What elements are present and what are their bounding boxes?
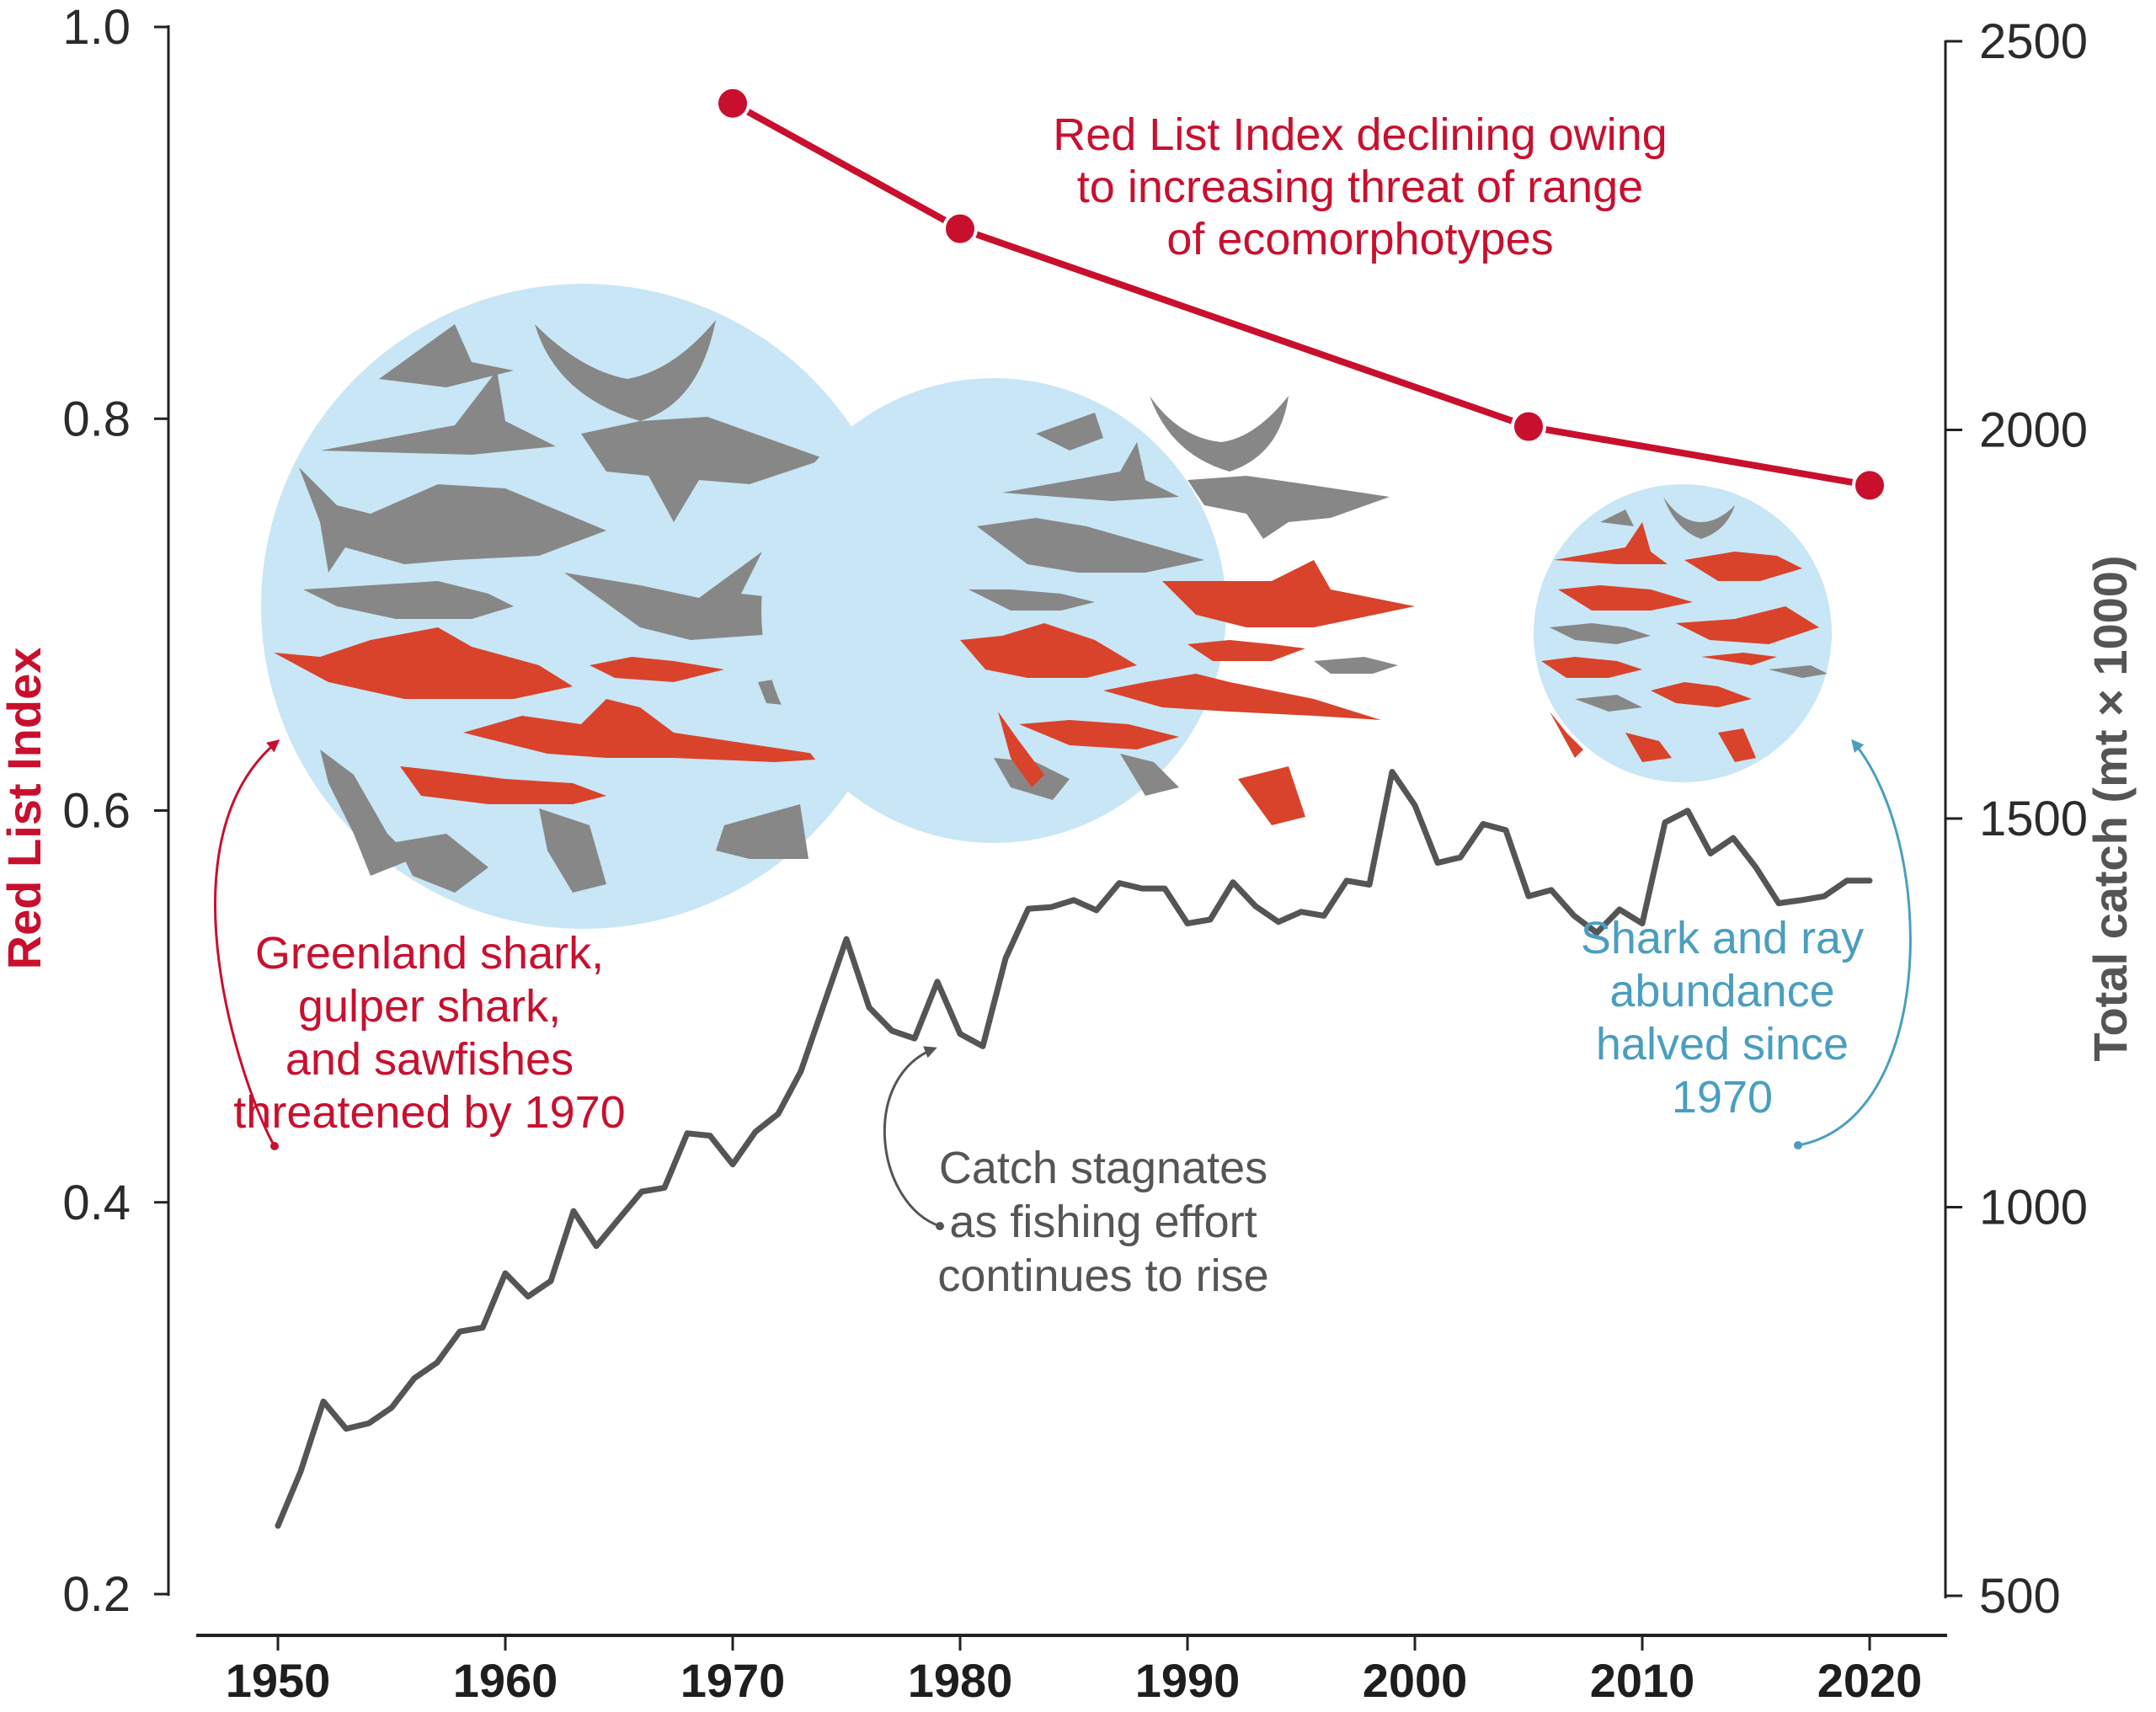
rli-point [715,85,750,121]
rli-line [731,100,1870,489]
annotations: Red List Index declining owing to increas… [233,109,1864,1301]
x-tick-label: 1990 [1135,1654,1241,1707]
stagnate-connector-dot [936,1222,944,1230]
shark-ray-circle-2010 [1534,484,1832,782]
left-axis-ticks: 0.2 0.4 0.6 0.8 1.0 [62,0,168,1622]
x-tick-label: 2020 [1817,1654,1923,1707]
right-tick-label: 500 [1979,1569,2061,1624]
right-tick-label: 2500 [1979,14,2088,69]
x-tick-label: 2000 [1363,1654,1468,1707]
left-tick-label: 0.4 [62,1176,131,1230]
annotation-connectors [214,739,1912,1230]
shark-ray-circle-1980 [761,378,1415,843]
annotation-rli: Red List Index declining owing to increas… [1053,109,1667,264]
annotation-line: abundance [1609,966,1834,1016]
illustrations [261,284,1832,929]
annotation-stagnate: Catch stagnates as fishing effort continue… [937,1143,1268,1301]
annotation-line: halved since [1596,1019,1849,1069]
x-tick-label: 1980 [908,1654,1013,1707]
right-axis-ticks: 500 1000 1500 2000 2500 [1945,14,2088,1624]
right-tick-label: 2000 [1979,403,2088,458]
left-tick-label: 0.2 [62,1567,131,1622]
annotation-line: as fishing effort [949,1197,1257,1247]
x-tick-label: 1950 [226,1654,331,1707]
annotation-line: of ecomorphotypes [1166,214,1553,264]
series-total-catch [275,769,1873,1529]
left-tick-label: 0.8 [62,392,131,446]
axes: 0.2 0.4 0.6 0.8 1.0 500 1000 1500 2000 2500 1950… [62,0,2088,1707]
annotation-threatened: Greenland shark, gulper shark, and sawfish… [233,928,625,1138]
annotation-line: to increasing threat of range [1077,162,1643,212]
left-axis-title: Red List Index [0,648,51,970]
annotation-line: threatened by 1970 [233,1087,625,1138]
left-tick-label: 1.0 [62,0,131,55]
series-red-list-index [715,85,1887,504]
right-tick-label: 1000 [1979,1181,2088,1235]
x-tick-label: 1960 [453,1654,558,1707]
annotation-line: and sawfishes [286,1034,574,1085]
abundance-connector-dot [1794,1141,1802,1149]
annotation-line: Shark and ray [1581,913,1864,963]
x-tick-label: 1970 [680,1654,786,1707]
rli-point [1511,408,1546,445]
x-tick-label: 2010 [1590,1654,1695,1707]
annotation-line: continues to rise [937,1251,1268,1301]
annotation-abundance: Shark and ray abundance halved since 1970 [1581,913,1864,1123]
stagnate-connector [883,1046,941,1228]
x-axis-ticks: 1950 1960 1970 1980 1990 2000 2010 2020 [226,1635,1923,1707]
right-axis-title: Total catch (mt × 1000) [2084,555,2137,1061]
annotation-line: 1970 [1672,1072,1773,1123]
abundance-connector [1797,739,1912,1147]
annotation-line: Greenland shark, [255,928,604,979]
annotation-line: Catch stagnates [939,1143,1267,1193]
rli-point [1852,467,1887,504]
threatened-connector-dot [270,1142,279,1150]
catch-line [275,769,1873,1529]
right-tick-label: 1500 [1979,792,2088,846]
shark-ray-circle-1970 [261,284,906,929]
left-tick-label: 0.6 [62,784,131,839]
threatened-connector [214,739,280,1147]
annotation-line: Red List Index declining owing [1053,109,1667,160]
annotation-line: gulper shark, [298,981,561,1032]
rli-point [942,211,978,247]
